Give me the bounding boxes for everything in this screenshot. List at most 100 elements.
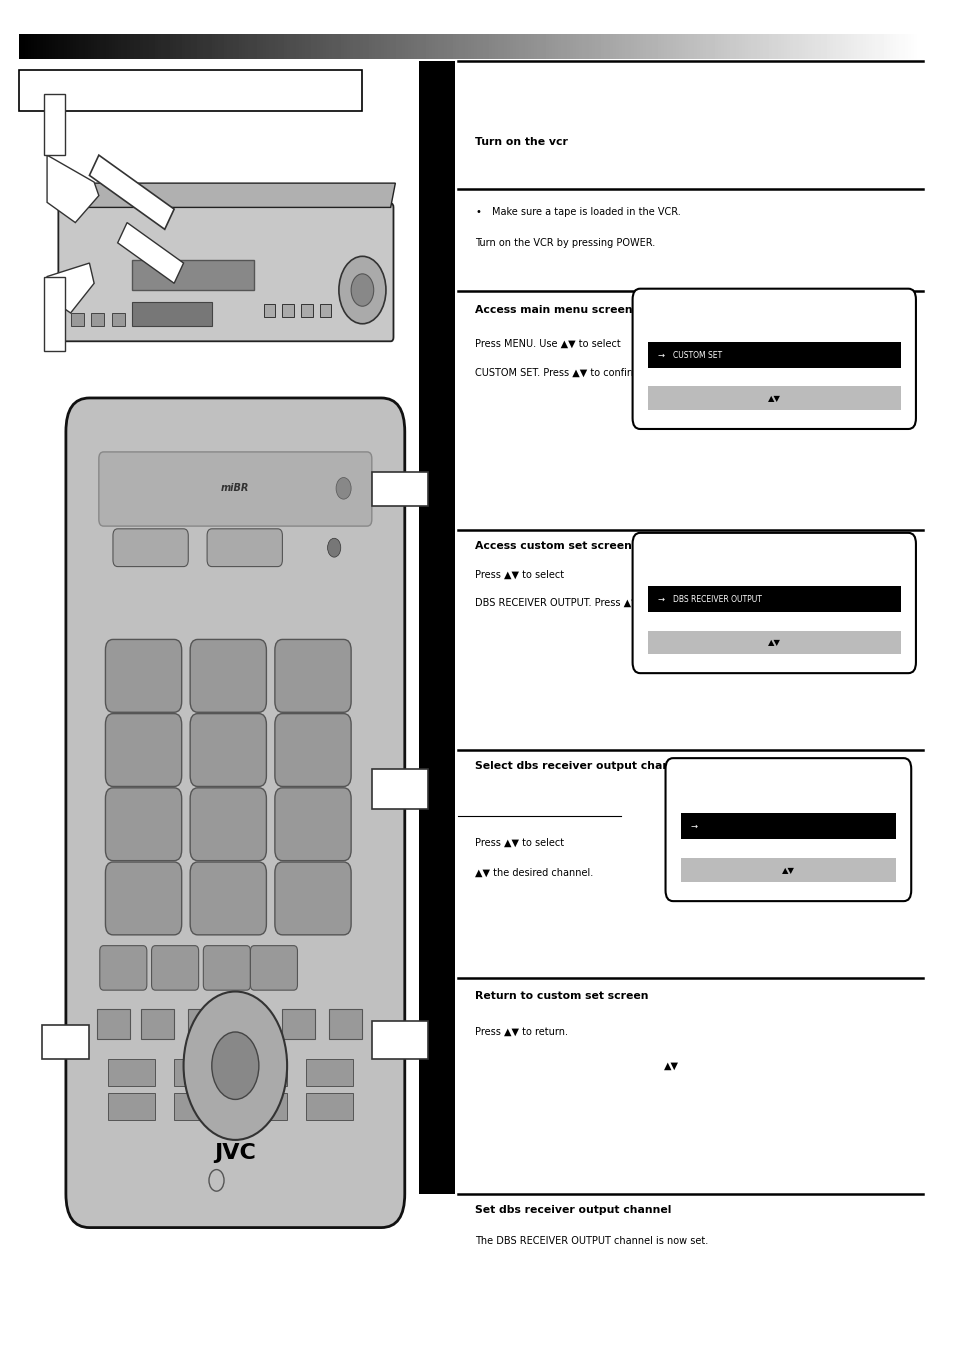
Bar <box>263 304 274 317</box>
Bar <box>132 302 212 326</box>
Bar <box>174 1093 221 1120</box>
FancyBboxPatch shape <box>99 452 372 526</box>
FancyBboxPatch shape <box>190 862 266 935</box>
FancyBboxPatch shape <box>274 714 351 786</box>
Polygon shape <box>372 1021 428 1059</box>
Circle shape <box>335 478 351 499</box>
Polygon shape <box>117 223 183 283</box>
Bar <box>44 94 65 155</box>
Bar <box>647 343 900 368</box>
Text: miBR: miBR <box>221 483 250 494</box>
Bar <box>108 1093 155 1120</box>
FancyBboxPatch shape <box>106 788 181 861</box>
Polygon shape <box>42 1025 90 1059</box>
Text: CUSTOM SET: CUSTOM SET <box>673 351 721 360</box>
FancyBboxPatch shape <box>190 788 266 861</box>
Text: ▲▼ the desired channel.: ▲▼ the desired channel. <box>475 867 593 878</box>
Circle shape <box>327 538 340 557</box>
Text: DBS RECEIVER OUTPUT. Press ▲▼ to confirm.: DBS RECEIVER OUTPUT. Press ▲▼ to confirm… <box>475 598 695 608</box>
FancyBboxPatch shape <box>106 639 181 712</box>
Bar <box>329 1009 362 1039</box>
Bar <box>91 313 105 326</box>
Bar <box>108 1059 155 1086</box>
FancyBboxPatch shape <box>112 529 188 567</box>
Bar <box>306 1059 353 1086</box>
Bar <box>235 1009 268 1039</box>
Bar <box>319 304 331 317</box>
Bar <box>240 1059 287 1086</box>
Bar <box>132 260 253 290</box>
Bar <box>141 1009 174 1039</box>
Text: CUSTOM SET. Press ▲▼ to confirm.: CUSTOM SET. Press ▲▼ to confirm. <box>475 367 643 378</box>
Bar <box>301 304 313 317</box>
Text: Set dbs receiver output channel: Set dbs receiver output channel <box>475 1205 671 1215</box>
FancyBboxPatch shape <box>632 289 915 429</box>
Bar <box>19 70 362 111</box>
Text: →: → <box>657 351 663 360</box>
Text: Press ▲▼ to select: Press ▲▼ to select <box>475 569 564 580</box>
Bar <box>112 313 125 326</box>
FancyBboxPatch shape <box>250 946 297 990</box>
FancyBboxPatch shape <box>274 862 351 935</box>
FancyBboxPatch shape <box>207 529 282 567</box>
Text: Make sure a tape is loaded in the VCR.: Make sure a tape is loaded in the VCR. <box>492 206 680 217</box>
Text: Access custom set screen | Access dbs receiver output screen: Access custom set screen | Access dbs re… <box>475 541 853 552</box>
Circle shape <box>183 992 287 1140</box>
Circle shape <box>338 256 386 324</box>
Bar <box>174 1059 221 1086</box>
Text: →: → <box>657 595 663 604</box>
Bar <box>306 1093 353 1120</box>
FancyBboxPatch shape <box>152 946 198 990</box>
FancyBboxPatch shape <box>58 204 393 341</box>
Bar <box>188 1009 221 1039</box>
Text: ▲▼: ▲▼ <box>781 866 794 874</box>
Bar <box>97 1009 130 1039</box>
Text: JVC: JVC <box>214 1144 256 1163</box>
Text: ▲▼: ▲▼ <box>767 638 780 648</box>
Bar <box>679 858 895 882</box>
Bar <box>647 630 900 654</box>
Text: Turn on the VCR by pressing POWER.: Turn on the VCR by pressing POWER. <box>475 237 655 248</box>
Bar <box>679 812 895 839</box>
Polygon shape <box>372 769 428 809</box>
Text: DBS RECEIVER OUTPUT: DBS RECEIVER OUTPUT <box>673 595 761 604</box>
Bar <box>240 1093 287 1120</box>
Text: Press MENU. Use ▲▼ to select: Press MENU. Use ▲▼ to select <box>475 339 620 349</box>
Polygon shape <box>61 183 395 208</box>
Bar <box>71 313 84 326</box>
Polygon shape <box>47 155 99 223</box>
Text: →: → <box>689 822 697 831</box>
Bar <box>256 1050 271 1082</box>
Text: •: • <box>475 206 480 217</box>
FancyBboxPatch shape <box>274 639 351 712</box>
Bar <box>228 1090 243 1122</box>
Bar <box>647 587 900 612</box>
Polygon shape <box>47 263 94 313</box>
FancyBboxPatch shape <box>100 946 147 990</box>
Bar <box>647 386 900 410</box>
FancyBboxPatch shape <box>106 714 181 786</box>
Bar <box>282 1009 315 1039</box>
Text: Return to custom set screen: Return to custom set screen <box>475 990 648 1001</box>
Text: ▲▼: ▲▼ <box>767 394 780 403</box>
FancyBboxPatch shape <box>274 788 351 861</box>
FancyBboxPatch shape <box>190 714 266 786</box>
Circle shape <box>212 1032 258 1099</box>
FancyBboxPatch shape <box>665 758 910 901</box>
Bar <box>282 304 294 317</box>
Polygon shape <box>90 155 174 229</box>
FancyBboxPatch shape <box>106 862 181 935</box>
FancyBboxPatch shape <box>190 639 266 712</box>
Text: Press ▲▼ to return.: Press ▲▼ to return. <box>475 1027 568 1037</box>
FancyBboxPatch shape <box>632 533 915 673</box>
Text: The DBS RECEIVER OUTPUT channel is now set.: The DBS RECEIVER OUTPUT channel is now s… <box>475 1236 708 1246</box>
Bar <box>228 1009 243 1041</box>
Bar <box>199 1050 214 1082</box>
Bar <box>418 61 455 1194</box>
Circle shape <box>351 274 374 306</box>
Text: Select dbs receiver output channel: Select dbs receiver output channel <box>475 761 688 772</box>
Text: Turn on the vcr: Turn on the vcr <box>475 136 568 147</box>
FancyBboxPatch shape <box>66 398 404 1228</box>
Polygon shape <box>372 472 428 506</box>
Bar <box>44 277 65 351</box>
